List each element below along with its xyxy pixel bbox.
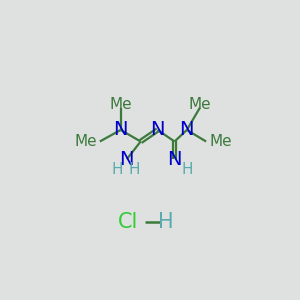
Text: Me: Me bbox=[209, 134, 232, 149]
Text: H: H bbox=[129, 163, 140, 178]
Text: Me: Me bbox=[189, 97, 211, 112]
Text: Me: Me bbox=[109, 97, 132, 112]
Text: Cl: Cl bbox=[118, 212, 139, 232]
Text: H: H bbox=[158, 212, 174, 232]
Text: N: N bbox=[119, 150, 134, 169]
Text: H: H bbox=[181, 163, 193, 178]
Text: H: H bbox=[111, 163, 122, 178]
Text: Me: Me bbox=[74, 134, 97, 149]
Text: N: N bbox=[167, 150, 182, 169]
Text: N: N bbox=[180, 120, 194, 140]
Text: N: N bbox=[150, 120, 165, 140]
Text: N: N bbox=[113, 120, 128, 140]
